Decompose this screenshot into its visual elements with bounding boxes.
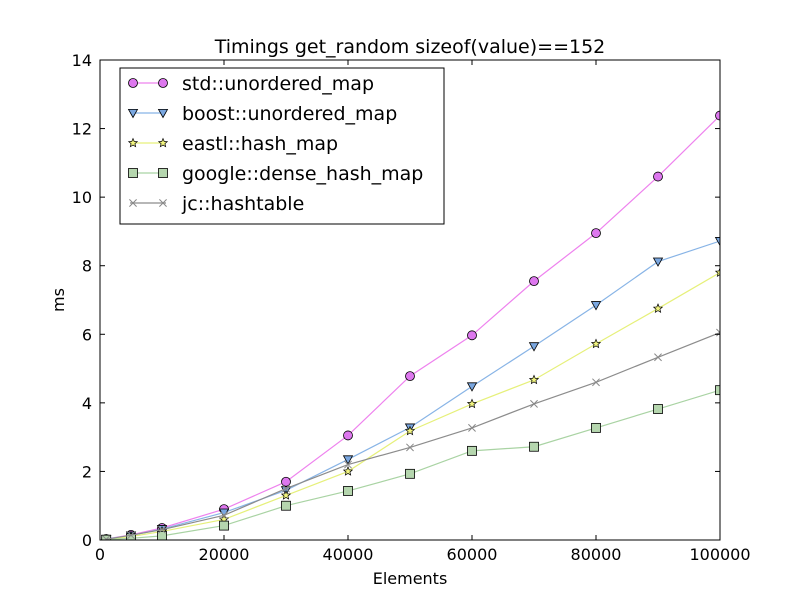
chart-title: Timings get_random sizeof(value)==152: [214, 36, 606, 58]
data-point: [468, 423, 476, 432]
legend-entry: eastl::hash_map: [127, 133, 338, 155]
data-point: [652, 257, 664, 267]
data-point: [281, 500, 291, 511]
data-point: [715, 385, 720, 396]
data-point: [653, 171, 663, 182]
data-point: [406, 443, 414, 452]
y-tick-label: 10: [72, 188, 92, 207]
plot-area: [101, 110, 720, 540]
data-point: [528, 342, 540, 352]
x-tick-label: 100000: [689, 545, 750, 564]
x-tick-label: 0: [95, 545, 105, 564]
data-point: [654, 353, 662, 362]
y-tick-label: 6: [82, 325, 92, 344]
legend-marker-right: [158, 168, 168, 178]
data-point: [102, 535, 111, 540]
legend-label: std::unordered_map: [182, 73, 374, 95]
legend-marker-right: [158, 78, 168, 88]
series-1: [101, 237, 720, 540]
y-tick-label: 2: [82, 462, 92, 481]
data-point: [715, 110, 720, 121]
legend-marker-right: [159, 199, 167, 207]
y-tick-label: 14: [72, 51, 92, 70]
legend-label: google::dense_hash_map: [182, 163, 423, 185]
plot-frame: [99, 59, 721, 541]
series-2: [101, 267, 720, 540]
x-tick-label: 80000: [571, 545, 622, 564]
data-point: [529, 441, 539, 452]
data-point: [714, 237, 720, 247]
legend-marker-left: [129, 199, 137, 207]
legend-marker-left: [127, 109, 139, 119]
data-point: [591, 422, 601, 433]
legend-label: eastl::hash_map: [182, 133, 338, 155]
data-point: [591, 228, 601, 239]
legend-marker-left: [128, 168, 138, 178]
data-point: [529, 276, 539, 287]
data-point: [467, 445, 477, 456]
x-tick-label: 60000: [447, 545, 498, 564]
data-point: [592, 378, 600, 387]
data-point: [466, 382, 478, 392]
data-point: [343, 486, 353, 496]
legend-label: jc::hashtable: [181, 193, 304, 215]
legend-entry: boost::unordered_map: [127, 103, 397, 125]
data-point: [652, 303, 664, 313]
y-axis-label: ms: [49, 288, 68, 312]
data-point: [127, 531, 135, 540]
series-line: [106, 389, 720, 540]
data-point: [342, 455, 354, 465]
y-tick-label: 12: [72, 120, 92, 139]
data-point: [343, 430, 353, 441]
data-point: [344, 460, 352, 469]
data-point: [157, 530, 167, 540]
data-point: [342, 466, 354, 476]
y-tick-label: 8: [82, 257, 92, 276]
legend-entry: google::dense_hash_map: [128, 163, 423, 185]
data-point: [466, 398, 478, 409]
legend-entry: jc::hashtable: [129, 193, 304, 215]
legend-marker-right: [157, 109, 169, 119]
data-point: [158, 525, 166, 534]
data-point: [653, 404, 663, 414]
legend-entry: std::unordered_map: [128, 73, 374, 95]
legend-label: boost::unordered_map: [182, 103, 397, 125]
legend: std::unordered_mapboost::unordered_mapea…: [119, 67, 445, 225]
legend-marker-left: [128, 78, 138, 88]
data-point: [220, 511, 228, 520]
x-axis-label: Elements: [373, 569, 448, 588]
data-point: [590, 301, 602, 311]
series-line: [106, 272, 720, 540]
data-point: [530, 399, 538, 408]
legend-marker-right: [157, 137, 169, 148]
data-point: [590, 338, 602, 349]
data-point: [716, 328, 720, 337]
series-line: [106, 332, 720, 540]
series-line: [106, 240, 720, 540]
data-point: [281, 476, 291, 487]
legend-marker-left: [127, 137, 139, 148]
data-point: [528, 374, 540, 385]
data-point: [219, 520, 229, 531]
data-point: [280, 490, 292, 500]
series-line: [106, 115, 720, 540]
legend-box: [119, 67, 445, 225]
data-point: [405, 371, 415, 382]
axes: 0 20000 40000 60000 80000 100000 0 2 4 6 8 10 12 14: [72, 51, 751, 564]
data-point: [405, 468, 415, 479]
data-point: [282, 484, 290, 493]
data-point: [714, 267, 720, 277]
x-tick-label: 40000: [323, 545, 374, 564]
data-point: [126, 533, 136, 540]
y-tick-label: 0: [82, 531, 92, 550]
series-4: [102, 328, 720, 540]
data-point: [404, 425, 416, 436]
data-point: [467, 330, 477, 341]
x-tick-label: 20000: [199, 545, 250, 564]
y-tick-label: 4: [82, 394, 92, 413]
series-3: [101, 385, 720, 540]
